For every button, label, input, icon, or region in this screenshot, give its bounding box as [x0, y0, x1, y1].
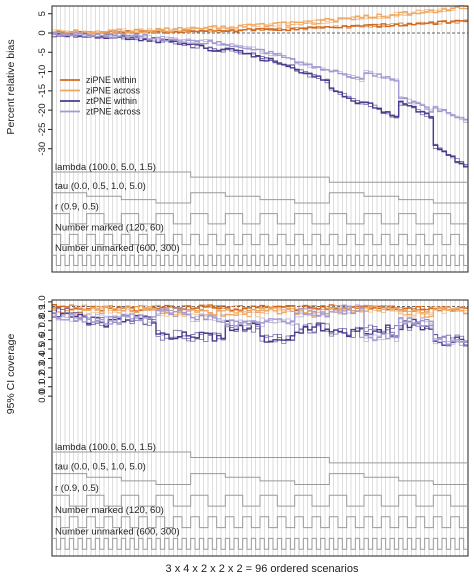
factor-label: r (0.9, 0.5) [55, 202, 99, 213]
y-tick-label: -20 [37, 103, 48, 117]
x-axis-label: 3 x 4 x 2 x 2 x 2 = 96 ordered scenarios [166, 563, 359, 575]
legend-label: ziPNE across [86, 86, 141, 96]
y-tick-label: 0 [37, 30, 48, 35]
bias-panel: 5 0 -5 -10 -15 -20 -25 -30 Percent relative bias… [5, 5, 469, 273]
y-tick-label: -15 [37, 84, 48, 98]
series-line [52, 304, 468, 346]
coverage-panel: 1.00.90.80.70.60.50.40.30.20.10.0 95% CI … [5, 295, 469, 557]
plot-frame [51, 5, 469, 273]
factor-label: r (0.9, 0.5) [55, 483, 99, 494]
factor-step-line [52, 192, 468, 204]
series-line [52, 31, 468, 122]
factor-step-line [52, 516, 468, 529]
y-tick-label: 5 [37, 11, 48, 16]
y-tick-label: 0.2 [37, 371, 48, 384]
factor-label: tau (0.0, 0.5, 1.0, 5.0) [55, 181, 146, 192]
y-tick-label: 0.6 [37, 333, 48, 346]
factor-label: Number marked (120, 60) [55, 222, 164, 233]
y-tick-label: 0.7 [37, 324, 48, 337]
y-tick-label: 1.0 [37, 295, 48, 308]
legend-label: ztPNE within [86, 96, 137, 106]
factor-label: lambda (100.0, 5.0, 1.5) [55, 162, 156, 173]
y-tick-label: -25 [37, 123, 48, 137]
y-axis-label: Percent relative bias [5, 39, 17, 134]
y-tick-label: 0.9 [37, 305, 48, 318]
y-axis-label: 95% CI coverage [5, 334, 17, 415]
factor-step-line [52, 254, 468, 266]
y-tick-label: 0.8 [37, 314, 48, 327]
plot-frame [51, 299, 469, 557]
factor-label: lambda (100.0, 5.0, 1.5) [55, 442, 156, 453]
y-tick-label: 0.3 [37, 361, 48, 374]
factor-label: tau (0.0, 0.5, 1.0, 5.0) [55, 462, 146, 473]
series-line [52, 5, 468, 35]
y-tick-label: 0.4 [37, 352, 48, 365]
factor-step-line [52, 213, 468, 225]
y-tick-label: 0.0 [37, 390, 48, 403]
factor-step-line [52, 233, 468, 246]
y-tick-label: 0.1 [37, 380, 48, 393]
series-line [52, 305, 468, 318]
y-tick-label: 0.5 [37, 342, 48, 355]
y-tick-label: -10 [37, 65, 48, 79]
factor-step-line [52, 537, 468, 550]
factor-step-line [52, 451, 468, 464]
y-tick-label: -30 [37, 142, 48, 156]
factor-label: Number marked (120, 60) [55, 505, 164, 516]
factor-step-line [52, 171, 468, 183]
factor-step-line [52, 494, 468, 507]
legend-label: ztPNE across [86, 107, 141, 117]
factor-label: Number unmarked (600, 300) [55, 526, 180, 537]
y-tick-label: -5 [37, 48, 48, 56]
legend-label: ziPNE within [86, 75, 137, 85]
factor-label: Number unmarked (600, 300) [55, 243, 180, 254]
factor-step-line [52, 473, 468, 485]
